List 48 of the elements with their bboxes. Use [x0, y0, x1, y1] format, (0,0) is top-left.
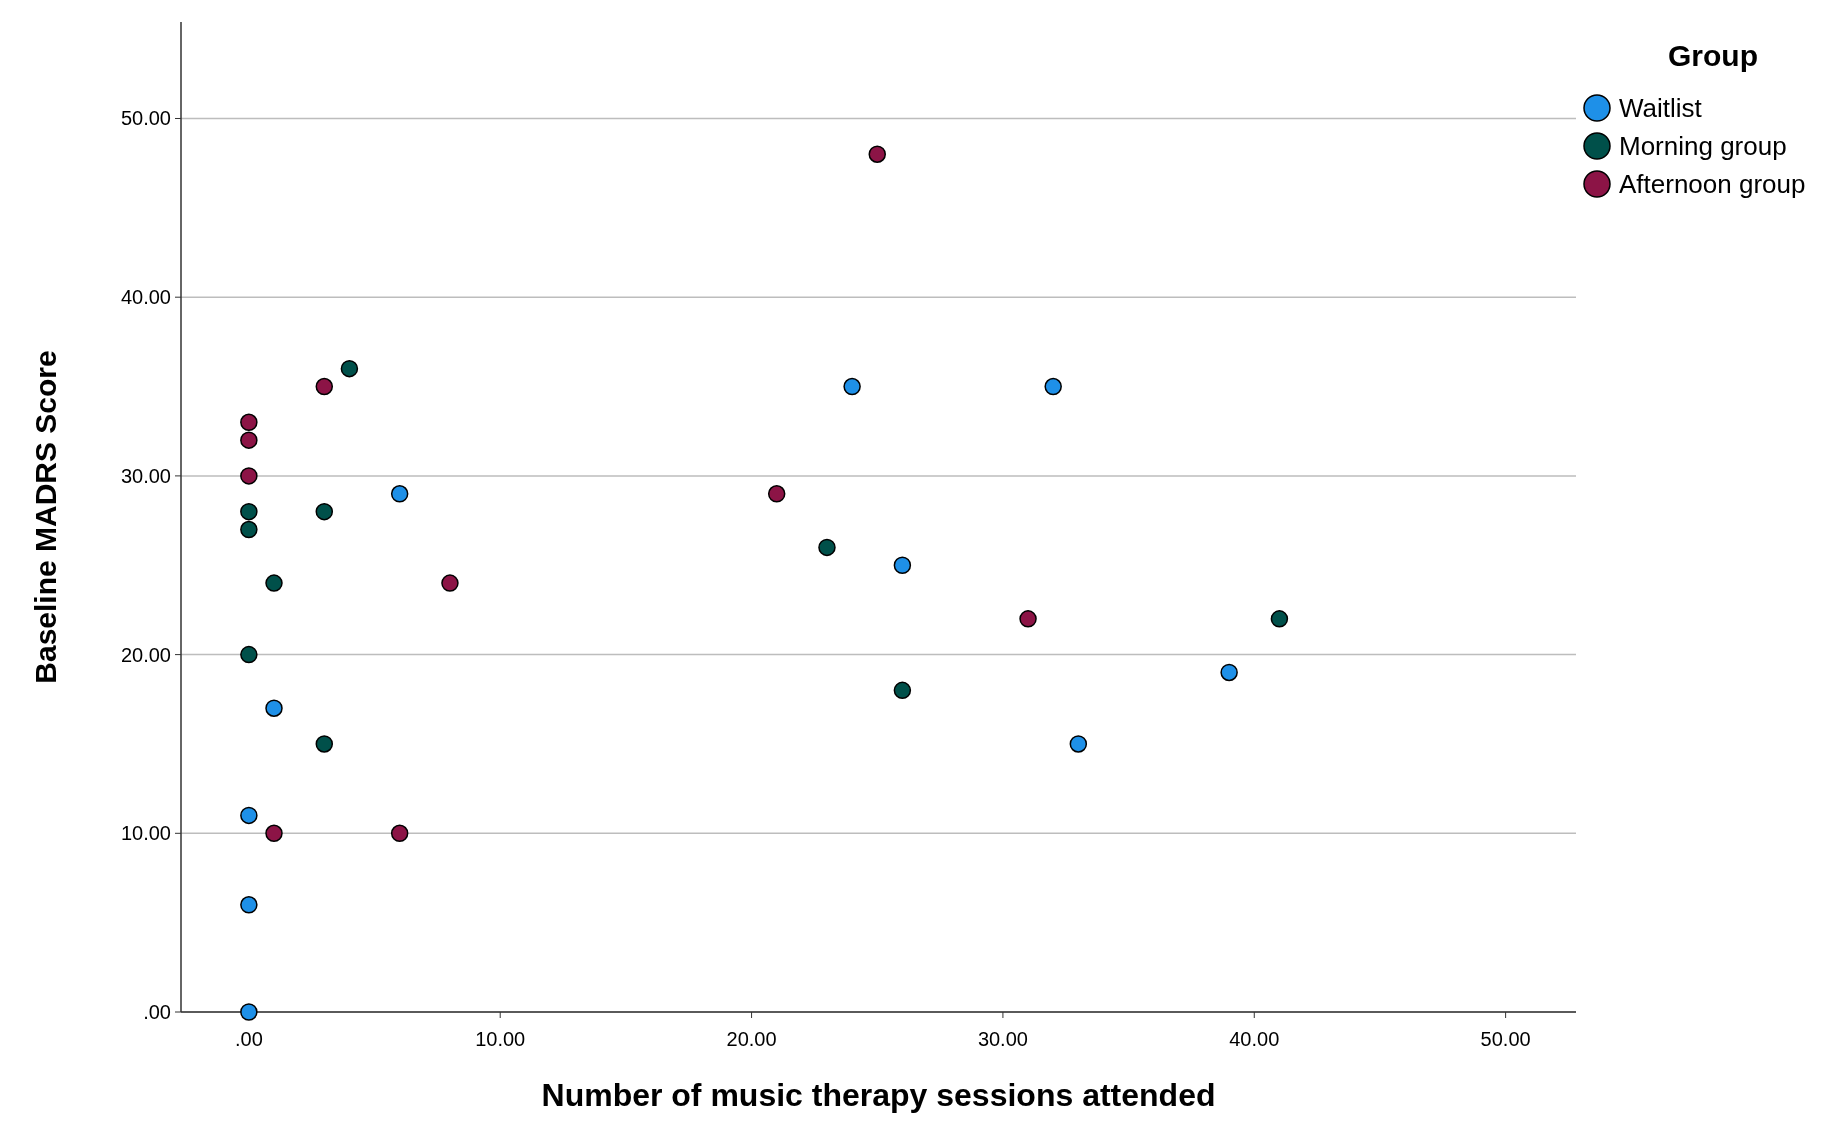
y-tick-label: 20.00	[120, 643, 171, 666]
x-tick-label: 30.00	[977, 1028, 1028, 1050]
point	[818, 538, 836, 557]
point	[315, 502, 334, 521]
x-tick-label: 50.00	[1480, 1028, 1531, 1050]
legend-label: Waitlist	[1619, 93, 1703, 124]
point	[240, 413, 258, 432]
legend-label: Morning group	[1619, 131, 1787, 162]
point	[265, 824, 283, 843]
y-tick-label: 50.00	[120, 107, 171, 130]
point	[265, 574, 283, 592]
point	[1069, 735, 1088, 753]
point	[240, 1003, 258, 1021]
point	[240, 502, 258, 521]
x-tick-label: 10.00	[475, 1028, 526, 1050]
x-tick-label: .00	[234, 1028, 263, 1050]
point	[340, 359, 359, 378]
x-axis-title: Number of music therapy sessions attended	[541, 1077, 1216, 1113]
point	[240, 431, 258, 449]
point	[240, 645, 258, 664]
point	[390, 824, 409, 843]
y-tick-label: 30.00	[120, 464, 171, 487]
point	[1044, 377, 1062, 396]
point	[893, 681, 912, 700]
point	[1270, 610, 1289, 628]
point	[1220, 663, 1238, 682]
point	[1019, 610, 1037, 628]
point	[240, 520, 258, 539]
point	[441, 574, 459, 592]
y-tick-label: .00	[143, 1001, 171, 1023]
point	[315, 735, 334, 753]
legend-title: Group	[1668, 39, 1758, 72]
point	[315, 377, 334, 396]
y-tick-label: 10.00	[120, 822, 171, 845]
point	[240, 806, 258, 825]
point	[265, 699, 283, 717]
x-tick-label: 40.00	[1229, 1028, 1280, 1050]
point	[843, 377, 861, 396]
point	[390, 485, 409, 503]
point	[240, 467, 258, 485]
point	[767, 485, 786, 503]
y-axis-title: Baseline MADRS Score	[29, 350, 62, 684]
legend-label: Afternoon group	[1619, 169, 1806, 200]
y-tick-label: 40.00	[120, 286, 171, 309]
point	[240, 896, 258, 914]
point	[893, 556, 912, 574]
x-tick-label: 20.00	[726, 1028, 777, 1050]
point	[868, 145, 886, 163]
